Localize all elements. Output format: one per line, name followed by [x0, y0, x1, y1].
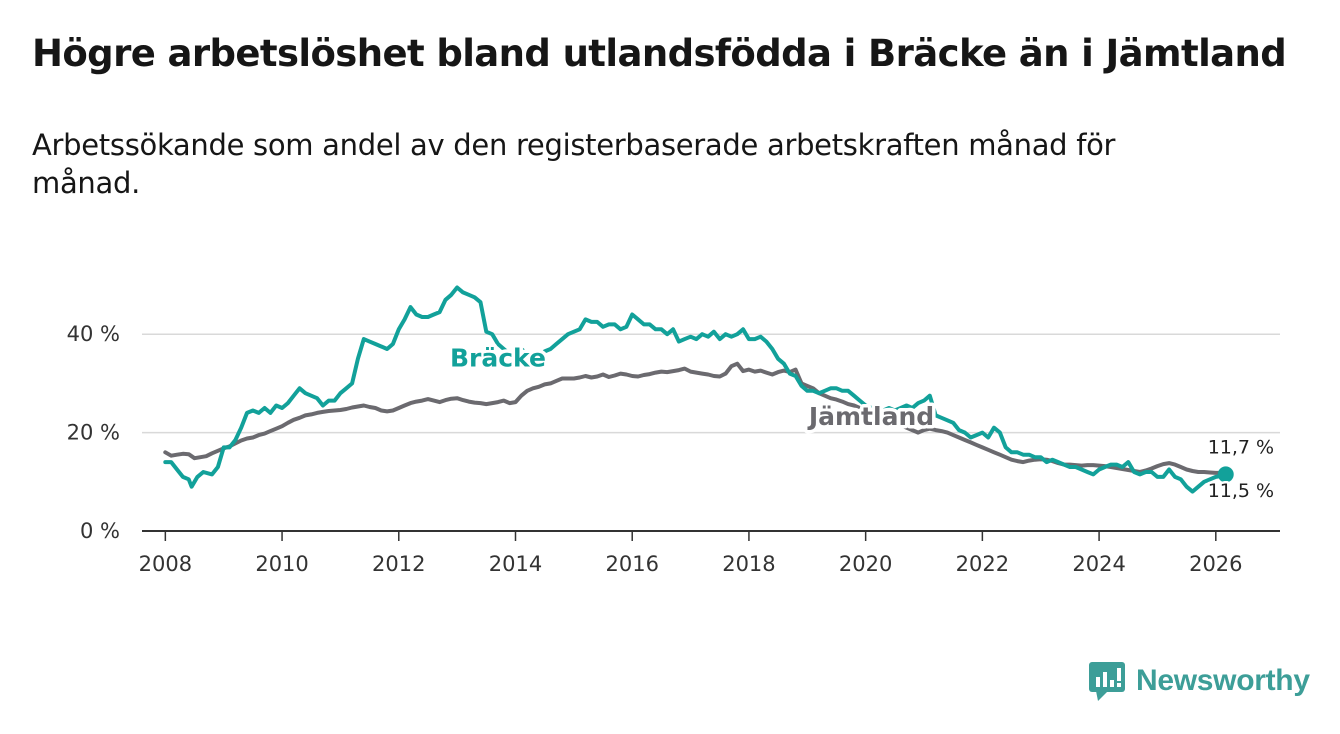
x-tick-label: 2018: [722, 552, 775, 576]
y-tick-label: 40 %: [67, 322, 120, 346]
series-lines: [163, 285, 1234, 494]
series-line-jmtland: [163, 361, 1228, 476]
end-label-jamtland: 11,7 %: [1208, 436, 1274, 458]
series-label-jamtland: Jämtland: [807, 402, 934, 431]
brand-name: Newsworthy: [1136, 664, 1310, 697]
end-point-marker: [1217, 466, 1234, 483]
grid-lines: [142, 333, 1280, 434]
x-tick-label: 2024: [1072, 552, 1125, 576]
y-tick-label: 0 %: [80, 519, 120, 543]
x-tick-label: 2014: [489, 552, 542, 576]
x-tick-label: 2010: [255, 552, 308, 576]
chart-labels: Bräcke Jämtland 11,7 % 11,5 %: [446, 340, 1276, 504]
y-tick-label: 20 %: [67, 421, 120, 445]
axes: 0 % 20 % 40 % 2008 2010 2012 2014 2016 2018 2020 2…: [67, 322, 1280, 576]
series-label-bracke: Bräcke: [450, 344, 546, 373]
x-tick-label: 2012: [372, 552, 425, 576]
x-tick-label: 2026: [1189, 552, 1242, 576]
end-label-bracke: 11,5 %: [1208, 480, 1274, 502]
x-tick-label: 2020: [839, 552, 892, 576]
x-tick-label: 2008: [139, 552, 192, 576]
bar-chart-logo-icon: [1089, 662, 1125, 701]
x-tick-label: 2016: [605, 552, 658, 576]
chart-title: Högre arbetslöshet bland utlandsfödda i …: [32, 32, 1287, 75]
x-tick-label: 2022: [956, 552, 1009, 576]
chart-subtitle: Arbetssökande som andel av den registerb…: [32, 128, 1116, 200]
newsworthy-brand: Newsworthy: [1088, 660, 1310, 702]
series-line-brcke: [163, 285, 1228, 494]
